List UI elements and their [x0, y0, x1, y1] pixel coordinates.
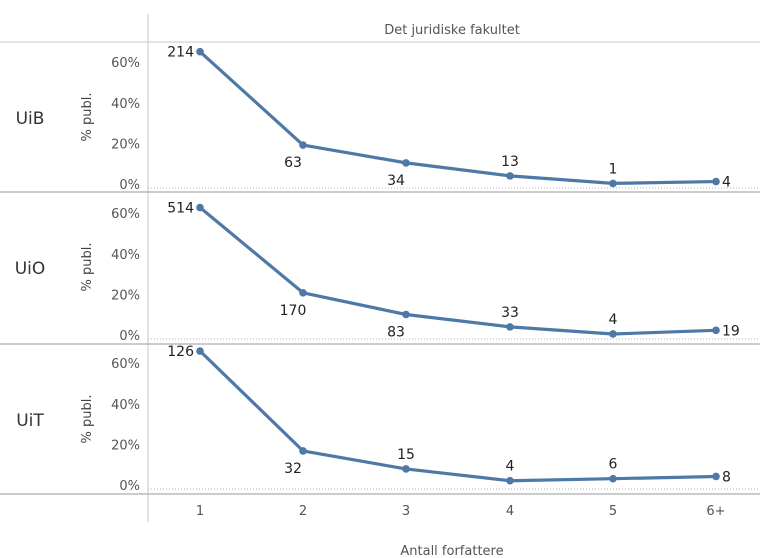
y-tick-label: 0%	[119, 329, 140, 344]
data-label: 15	[397, 447, 415, 463]
data-label: 33	[501, 305, 519, 321]
data-label: 514	[167, 201, 194, 217]
chart-frame	[0, 14, 760, 522]
data-label: 83	[387, 324, 405, 340]
data-label: 214	[167, 45, 194, 61]
y-tick-label: 40%	[111, 97, 140, 112]
data-point	[299, 447, 307, 455]
row-label: UiT	[16, 411, 44, 431]
data-point	[609, 474, 617, 483]
data-point	[402, 310, 410, 319]
y-tick-label: 60%	[111, 56, 140, 71]
data-label: 8	[722, 469, 731, 485]
data-label: 4	[506, 459, 515, 475]
row-label: UiO	[15, 259, 46, 279]
row-label: UiB	[16, 109, 45, 129]
data-point	[196, 203, 204, 212]
x-tick-label: 5	[609, 504, 617, 519]
x-axis-title: Antall forfattere	[400, 544, 503, 558]
y-tick-label: 60%	[111, 357, 140, 372]
data-label: 63	[284, 155, 302, 171]
y-tick-label: 20%	[111, 438, 140, 453]
data-label: 4	[609, 312, 618, 328]
data-label: 1	[609, 161, 618, 177]
data-point	[196, 47, 204, 56]
y-axis-title: % publ.	[80, 93, 95, 142]
data-point	[299, 141, 307, 149]
data-point	[196, 347, 204, 355]
y-tick-label: 20%	[111, 137, 140, 152]
data-point	[712, 326, 720, 335]
y-axis-title: % publ.	[80, 243, 95, 292]
panel-uio: 0% 20% 40% 60% UiO % publ. 514 170 83 33 4 19	[15, 201, 758, 344]
series-line	[198, 205, 718, 336]
x-tick-label: 6+	[706, 504, 725, 519]
y-tick-label: 40%	[111, 398, 140, 413]
series-line	[198, 50, 718, 185]
data-label: 19	[722, 323, 740, 339]
data-point	[712, 472, 720, 481]
data-point	[506, 172, 514, 180]
x-tick-label: 1	[196, 504, 204, 519]
data-label: 34	[387, 173, 405, 189]
data-point	[609, 179, 617, 188]
y-tick-label: 20%	[111, 288, 140, 303]
data-label: 170	[280, 303, 307, 319]
panel-uib: 0% 20% 40% 60% UiB % publ. 214 63 34 13 1 4	[16, 45, 758, 193]
data-label: 126	[167, 344, 194, 360]
data-label: 6	[609, 457, 618, 473]
data-point	[609, 330, 617, 338]
data-point	[402, 159, 410, 167]
x-tick-label: 4	[506, 504, 514, 519]
y-tick-label: 60%	[111, 207, 140, 222]
panel-uit: 0% 20% 40% 60% UiT % publ. 126 32 15 4 6 8	[16, 344, 758, 494]
data-label: 32	[284, 461, 302, 477]
column-header: Det juridiske fakultet	[384, 23, 520, 38]
series-line	[198, 349, 718, 483]
y-tick-label: 0%	[119, 178, 140, 193]
y-axis-title: % publ.	[80, 395, 95, 444]
x-tick-label: 2	[299, 504, 307, 519]
data-point	[299, 288, 307, 297]
x-axis: 1 2 3 4 5 6+	[196, 504, 726, 519]
x-tick-label: 3	[402, 504, 410, 519]
data-label: 13	[501, 154, 519, 170]
data-point	[712, 177, 720, 186]
y-tick-label: 40%	[111, 248, 140, 263]
data-point	[506, 476, 514, 485]
data-point	[402, 465, 410, 473]
data-point	[506, 323, 514, 331]
data-label: 4	[722, 175, 731, 191]
y-tick-label: 0%	[119, 479, 140, 494]
